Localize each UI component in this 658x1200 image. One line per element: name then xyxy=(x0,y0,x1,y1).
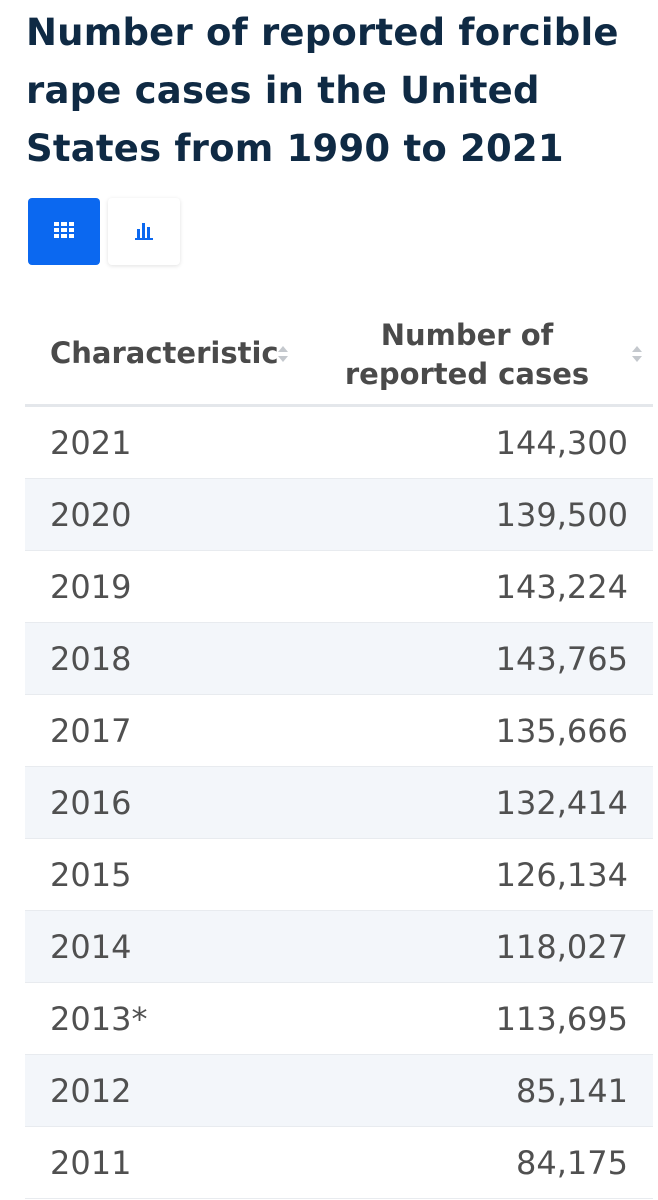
column-header-characteristic[interactable]: Characteristic xyxy=(50,336,279,370)
year-cell: 2011 xyxy=(50,1144,132,1182)
table-row: 2012 85,141 xyxy=(25,1055,653,1127)
table-row: 2017 135,666 xyxy=(25,695,653,767)
value-cell: 118,027 xyxy=(495,928,628,966)
year-cell: 2016 xyxy=(50,784,132,822)
chart-view-button[interactable] xyxy=(108,198,180,265)
year-cell: 2020 xyxy=(50,496,132,534)
year-cell: 2012 xyxy=(50,1072,132,1110)
view-toggle xyxy=(28,198,180,265)
value-cell: 143,765 xyxy=(495,640,628,678)
year-cell: 2013* xyxy=(50,1000,148,1038)
table-row: 2014 118,027 xyxy=(25,911,653,983)
table-row: 2016 132,414 xyxy=(25,767,653,839)
value-cell: 85,141 xyxy=(516,1072,628,1110)
year-cell: 2019 xyxy=(50,568,132,606)
table-row: 2013* 113,695 xyxy=(25,983,653,1055)
table-row: 2021 144,300 xyxy=(25,407,653,479)
value-cell: 143,224 xyxy=(495,568,628,606)
bar-chart-icon xyxy=(134,220,154,244)
table-header: Characteristic Number of reported cases xyxy=(25,300,653,407)
value-cell: 139,500 xyxy=(495,496,628,534)
page-title: Number of reported forcible rape cases i… xyxy=(26,11,619,170)
column-header-value[interactable]: Number of reported cases xyxy=(344,318,590,391)
table-view-button[interactable] xyxy=(28,198,100,265)
table-row: 2015 126,134 xyxy=(25,839,653,911)
table-grid-icon xyxy=(54,221,74,242)
value-cell: 132,414 xyxy=(495,784,628,822)
value-cell: 126,134 xyxy=(495,856,628,894)
year-cell: 2014 xyxy=(50,928,132,966)
year-cell: 2015 xyxy=(50,856,132,894)
year-cell: 2017 xyxy=(50,712,132,750)
value-cell: 84,175 xyxy=(516,1144,628,1182)
table-row: 2018 143,765 xyxy=(25,623,653,695)
table-body: 2021 144,300 2020 139,500 2019 143,224 2… xyxy=(25,407,653,1199)
table-row: 2019 143,224 xyxy=(25,551,653,623)
table-row: 2020 139,500 xyxy=(25,479,653,551)
table-row: 2011 84,175 xyxy=(25,1127,653,1199)
value-cell: 135,666 xyxy=(495,712,628,750)
year-cell: 2018 xyxy=(50,640,132,678)
sort-icon[interactable] xyxy=(631,344,643,368)
value-cell: 113,695 xyxy=(495,1000,628,1038)
data-table: Characteristic Number of reported cases … xyxy=(25,300,653,1199)
sort-icon[interactable] xyxy=(277,344,289,368)
year-cell: 2021 xyxy=(50,424,132,462)
value-cell: 144,300 xyxy=(495,424,628,462)
